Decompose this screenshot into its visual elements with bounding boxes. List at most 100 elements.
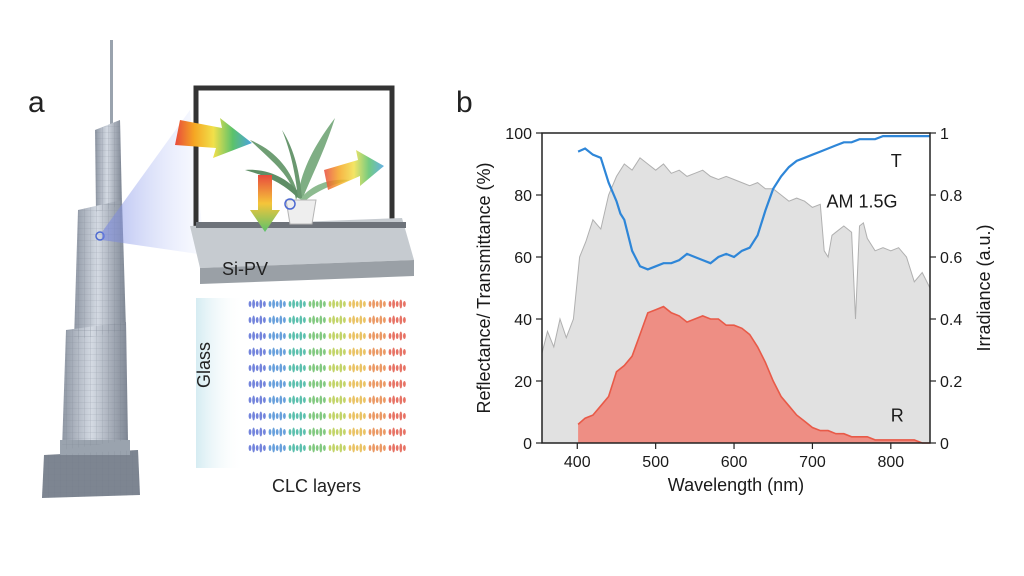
y2-tick-label: 0 bbox=[940, 436, 949, 453]
clc-molecule bbox=[252, 379, 256, 389]
y-tick-label: 100 bbox=[505, 126, 532, 143]
clc-molecule bbox=[352, 299, 355, 309]
clc-molecule bbox=[255, 381, 259, 387]
glass-label: Glass bbox=[194, 341, 214, 388]
clc-molecule bbox=[283, 349, 286, 355]
clc-layers-illustration bbox=[248, 299, 406, 453]
clc-molecule bbox=[319, 427, 323, 437]
clc-molecule bbox=[323, 301, 326, 307]
clc-molecule bbox=[379, 363, 383, 373]
clc-molecule bbox=[403, 445, 406, 451]
clc-molecule bbox=[359, 427, 363, 437]
clc-molecule bbox=[348, 365, 352, 371]
clc-molecule bbox=[275, 317, 279, 323]
clc-molecule bbox=[335, 349, 339, 355]
clc-molecule bbox=[268, 445, 272, 451]
clc-molecule bbox=[303, 413, 306, 419]
clc-molecule bbox=[323, 381, 326, 387]
clc-molecule bbox=[272, 379, 275, 389]
clc-molecule bbox=[295, 349, 299, 355]
clc-molecule bbox=[279, 427, 283, 437]
y-tick-label: 0 bbox=[523, 436, 532, 453]
clc-molecule bbox=[319, 331, 323, 341]
clc-molecule bbox=[323, 317, 326, 323]
clc-molecule bbox=[368, 445, 372, 451]
x-tick-label: 500 bbox=[642, 454, 669, 471]
clc-molecule bbox=[368, 429, 372, 435]
y-tick-label: 60 bbox=[514, 250, 532, 267]
guided-light-arrow bbox=[250, 175, 280, 232]
clc-molecule bbox=[323, 445, 326, 451]
clc-molecule bbox=[363, 365, 366, 371]
clc-molecule bbox=[399, 411, 403, 421]
clc-molecule bbox=[299, 315, 303, 325]
clc-molecule bbox=[359, 411, 363, 421]
glass-slab bbox=[196, 298, 244, 468]
clc-molecule bbox=[388, 301, 392, 307]
clc-molecule bbox=[328, 429, 332, 435]
plot-frame bbox=[541, 132, 931, 444]
clc-molecule bbox=[312, 315, 315, 325]
clc-molecule bbox=[319, 363, 323, 373]
clc-molecule bbox=[292, 411, 295, 421]
clc-molecule bbox=[355, 397, 359, 403]
clc-molecule bbox=[248, 365, 252, 371]
y2-tick-label: 0.8 bbox=[940, 188, 962, 205]
clc-molecule bbox=[275, 397, 279, 403]
clc-molecule bbox=[379, 443, 383, 453]
clc-molecule bbox=[372, 379, 375, 389]
clc-molecule bbox=[403, 413, 406, 419]
clc-molecule bbox=[259, 411, 263, 421]
clc-molecule bbox=[395, 381, 399, 387]
clc-molecule bbox=[363, 333, 366, 339]
clc-molecule bbox=[363, 317, 366, 323]
clc-molecule bbox=[283, 333, 286, 339]
clc-molecule bbox=[279, 299, 283, 309]
clc-molecule bbox=[283, 397, 286, 403]
clc-molecule bbox=[388, 349, 392, 355]
clc-molecule bbox=[319, 443, 323, 453]
clc-molecule bbox=[375, 429, 379, 435]
clc-molecule bbox=[339, 379, 343, 389]
clc-molecule bbox=[299, 411, 303, 421]
clc-molecule bbox=[352, 315, 355, 325]
clc-molecule bbox=[363, 445, 366, 451]
clc-molecule bbox=[255, 349, 259, 355]
clc-molecule bbox=[372, 347, 375, 357]
clc-molecule bbox=[355, 333, 359, 339]
y2-tick-label: 0.4 bbox=[940, 312, 962, 329]
clc-molecule bbox=[368, 349, 372, 355]
clc-molecule bbox=[312, 331, 315, 341]
clc-molecule bbox=[319, 379, 323, 389]
axis-ticks bbox=[536, 132, 936, 449]
clc-molecule bbox=[292, 347, 295, 357]
clc-molecule bbox=[268, 333, 272, 339]
clc-molecule bbox=[388, 317, 392, 323]
incoming-light-arrow bbox=[175, 118, 252, 158]
clc-molecule bbox=[375, 301, 379, 307]
clc-molecule bbox=[312, 395, 315, 405]
clc-molecule bbox=[275, 349, 279, 355]
clc-molecule bbox=[359, 299, 363, 309]
clc-molecule bbox=[312, 363, 315, 373]
clc-molecule bbox=[315, 413, 319, 419]
clc-molecule bbox=[352, 379, 355, 389]
clc-molecule bbox=[388, 445, 392, 451]
clc-molecule bbox=[388, 365, 392, 371]
clc-molecule bbox=[383, 349, 386, 355]
clc-molecule bbox=[252, 299, 256, 309]
clc-molecule bbox=[303, 381, 306, 387]
clc-molecule bbox=[395, 349, 399, 355]
clc-molecule bbox=[375, 349, 379, 355]
clc-molecule bbox=[335, 333, 339, 339]
clc-molecule bbox=[335, 445, 339, 451]
clc-molecule bbox=[372, 427, 375, 437]
clc-molecule bbox=[372, 299, 375, 309]
clc-molecule bbox=[299, 363, 303, 373]
clc-molecule bbox=[279, 347, 283, 357]
clc-molecule bbox=[403, 381, 406, 387]
clc-molecule bbox=[379, 315, 383, 325]
clc-molecule bbox=[392, 395, 395, 405]
clc-molecule bbox=[303, 445, 306, 451]
clc-molecule bbox=[395, 397, 399, 403]
